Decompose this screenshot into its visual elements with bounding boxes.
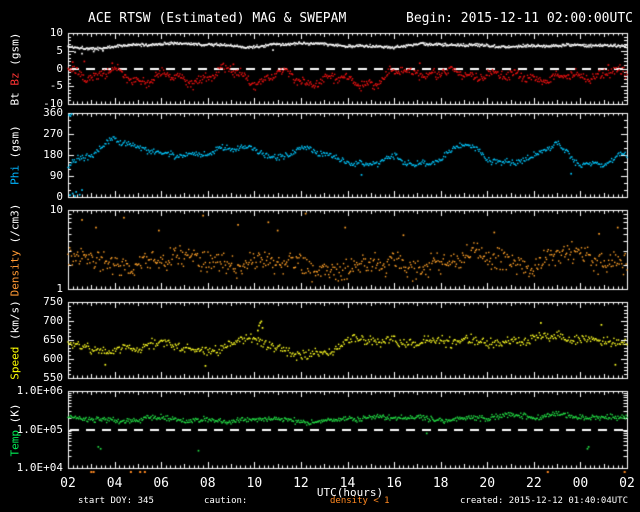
y-tick-label: 600 xyxy=(43,352,63,365)
y-tick-label: 90 xyxy=(49,169,63,182)
y-tick-label: 550 xyxy=(43,371,63,384)
y-axis-label-part: Speed xyxy=(8,346,22,380)
y-tick-label: 10 xyxy=(49,26,63,39)
y-axis-label-part: (K) xyxy=(8,403,22,430)
start-doy-label: start DOY: 345 xyxy=(78,496,154,506)
x-axis-label: UTC(hours) xyxy=(316,486,384,499)
x-tick-label: 18 xyxy=(432,476,449,491)
y-tick-label: 1.0E+04 xyxy=(16,461,63,474)
y-tick-label: 0 xyxy=(56,190,63,203)
y-tick-label: 180 xyxy=(43,148,63,161)
y-axis-label-part: (/cm3) xyxy=(8,203,22,250)
y-tick-label: 750 xyxy=(43,295,63,308)
y-axis-label-part: Temp xyxy=(8,429,22,457)
y-axis-label-bt-bz: Bt Bz (gsm) xyxy=(9,32,22,105)
y-tick-label: 360 xyxy=(43,106,63,119)
y-tick-label: -10 xyxy=(43,97,63,110)
x-tick-label: 02 xyxy=(60,476,76,491)
x-tick-label: 20 xyxy=(479,476,496,491)
caution-value: density < 1 xyxy=(330,496,390,506)
y-axis-label-phi: Phi (gsm) xyxy=(9,125,22,185)
y-axis-label-part: Phi xyxy=(8,164,22,185)
y-tick-label: 0 xyxy=(56,61,63,75)
y-tick-label: 270 xyxy=(43,127,63,140)
x-tick-label: 16 xyxy=(386,476,402,491)
y-tick-label: 1.0E+05 xyxy=(16,422,63,436)
x-tick-label: 14 xyxy=(339,476,356,491)
y-axis-label-part: (gsm) xyxy=(8,125,22,165)
y-tick-label: 1 xyxy=(56,282,63,295)
y-tick-label: 650 xyxy=(43,333,63,346)
x-tick-label: 02 xyxy=(619,476,635,491)
y-tick-label: -5 xyxy=(49,79,63,93)
y-axis-label-part: (km/s) xyxy=(8,300,22,347)
y-tick-label: 1.0E+06 xyxy=(16,384,63,397)
x-tick-label: 08 xyxy=(199,476,216,491)
y-axis-label-part: (gsm) xyxy=(8,32,22,72)
x-tick-label: 22 xyxy=(526,476,542,491)
y-axis-label-part: Bt xyxy=(8,85,22,105)
created-timestamp: created: 2015-12-12 01:40:04UTC xyxy=(460,496,628,506)
x-tick-label: 04 xyxy=(106,476,123,491)
y-axis-label-density: Density (/cm3) xyxy=(9,203,22,296)
caution-label: caution: xyxy=(204,496,248,506)
x-tick-label: 12 xyxy=(293,476,309,491)
page-title: ACE RTSW (Estimated) MAG & SWEPAM xyxy=(88,11,347,26)
y-tick-label: 10 xyxy=(49,203,63,216)
x-tick-label: 10 xyxy=(246,476,263,491)
y-axis-label-temp: Temp (K) xyxy=(9,403,22,456)
y-axis-label-part: Bz xyxy=(8,71,22,86)
y-axis-label-speed: Speed (km/s) xyxy=(9,300,22,379)
x-tick-label: 06 xyxy=(153,476,169,491)
y-tick-label: 700 xyxy=(43,314,63,327)
y-tick-label: 5 xyxy=(56,43,63,57)
begin-timestamp: Begin: 2015-12-11 02:00:00UTC xyxy=(406,11,633,26)
y-axis-label-part: Density xyxy=(8,249,22,296)
x-tick-label: 00 xyxy=(572,476,589,491)
